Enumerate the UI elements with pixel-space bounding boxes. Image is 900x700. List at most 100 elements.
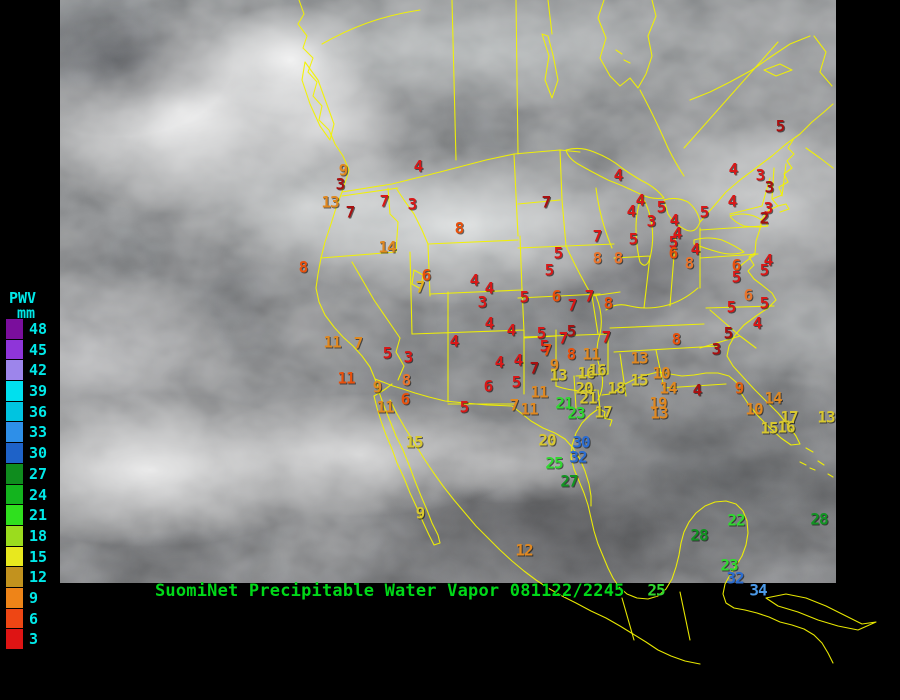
station-value: 6 [743, 285, 754, 305]
legend-swatch [6, 628, 23, 649]
station-value: 3 [335, 174, 346, 194]
station-value: 4 [469, 270, 480, 290]
station-value: 32 [569, 447, 587, 467]
station-value: 25 [647, 580, 665, 600]
station-value: 4 [484, 313, 495, 333]
station-value: 6 [731, 255, 742, 275]
station-value: 13 [650, 403, 668, 423]
station-value: 14 [764, 388, 782, 408]
station-value: 7 [353, 333, 364, 353]
station-value: 13 [817, 407, 835, 427]
station-value: 7 [379, 191, 390, 211]
great-lakes [565, 147, 769, 266]
station-value: 7 [601, 327, 612, 347]
legend-swatch [6, 318, 23, 339]
station-value: 5 [656, 197, 667, 217]
station-value: 14 [378, 237, 396, 257]
legend-unit: mm [17, 304, 36, 322]
station-value: 5 [539, 336, 550, 356]
station-value: 5 [759, 293, 770, 313]
station-value: 4 [449, 331, 460, 351]
station-value: 4 [669, 210, 680, 230]
station-value: 21 [579, 388, 597, 408]
station-value: 3 [407, 194, 418, 214]
station-value: 6 [551, 286, 562, 306]
station-value: 5 [382, 343, 393, 363]
station-value: 5 [459, 397, 470, 417]
station-value: 4 [626, 201, 637, 221]
station-value: 8 [613, 248, 624, 268]
station-value: 13 [630, 348, 648, 368]
legend-value-label: 21 [29, 506, 48, 525]
station-value: 8 [671, 329, 682, 349]
station-value: 4 [635, 190, 646, 210]
station-value: 5 [553, 243, 564, 263]
station-value: 5 [628, 229, 639, 249]
station-value: 16 [588, 360, 606, 380]
station-value: 12 [515, 540, 533, 560]
station-value: 7 [529, 358, 540, 378]
station-value: 4 [692, 380, 703, 400]
legend-swatch [6, 421, 23, 443]
legend-swatch [6, 504, 23, 525]
station-value: 3 [764, 177, 775, 197]
station-value: 23 [567, 403, 585, 423]
station-value: 19 [649, 393, 667, 413]
station-value: 4 [690, 239, 701, 259]
station-value: 11 [337, 368, 355, 388]
station-value: 30 [572, 432, 590, 452]
station-value: 3 [755, 165, 766, 185]
station-value: 13 [549, 365, 567, 385]
station-value: 8 [566, 344, 577, 364]
station-value: 6 [668, 243, 679, 263]
legend-value-label: 27 [29, 464, 48, 483]
station-value: 21 [555, 393, 573, 413]
station-value: 20 [575, 378, 593, 398]
legend-swatch [6, 607, 23, 629]
legend-value-label: 42 [29, 361, 48, 380]
station-value: 8 [603, 293, 614, 313]
legend-swatch [6, 442, 23, 463]
station-value: 4 [752, 313, 763, 333]
station-value: 20 [538, 430, 556, 450]
legend-value-label: 48 [29, 320, 48, 338]
station-value: 4 [763, 250, 774, 270]
station-value: 4 [484, 278, 495, 298]
legend-value-label: 30 [29, 444, 48, 463]
station-value: 8 [298, 257, 309, 277]
station-value: 7 [345, 202, 356, 222]
station-value: 7 [592, 226, 603, 246]
station-value: 7 [509, 395, 520, 415]
station-value: 8 [684, 253, 695, 273]
legend-value-label: 36 [29, 402, 48, 421]
station-value: 4 [672, 223, 683, 243]
station-value: 13 [321, 192, 339, 212]
legend-swatch [6, 566, 23, 587]
legend-value-label: 18 [29, 526, 48, 545]
legend-value-label: 45 [29, 340, 48, 359]
station-value: 5 [775, 116, 786, 136]
station-value: 10 [652, 363, 670, 383]
legend-value-label: 12 [29, 568, 48, 587]
station-value: 7 [558, 328, 569, 348]
legend-swatch [6, 586, 23, 608]
legend-value-label: 39 [29, 382, 48, 401]
station-value: 5 [511, 372, 522, 392]
legend-swatch [6, 359, 23, 381]
legend-swatch [6, 483, 23, 505]
station-value: 25 [545, 453, 563, 473]
station-value: 7 [567, 295, 578, 315]
legend-value-label: 6 [29, 609, 39, 628]
station-value: 3 [711, 339, 722, 359]
station-value: 4 [513, 350, 524, 370]
station-value: 4 [727, 191, 738, 211]
station-value: 5 [536, 323, 547, 343]
station-value: 5 [699, 202, 710, 222]
legend-swatch [6, 524, 23, 546]
station-value: 14 [659, 378, 677, 398]
station-value: 11 [520, 399, 538, 419]
station-value: 15 [630, 370, 648, 390]
